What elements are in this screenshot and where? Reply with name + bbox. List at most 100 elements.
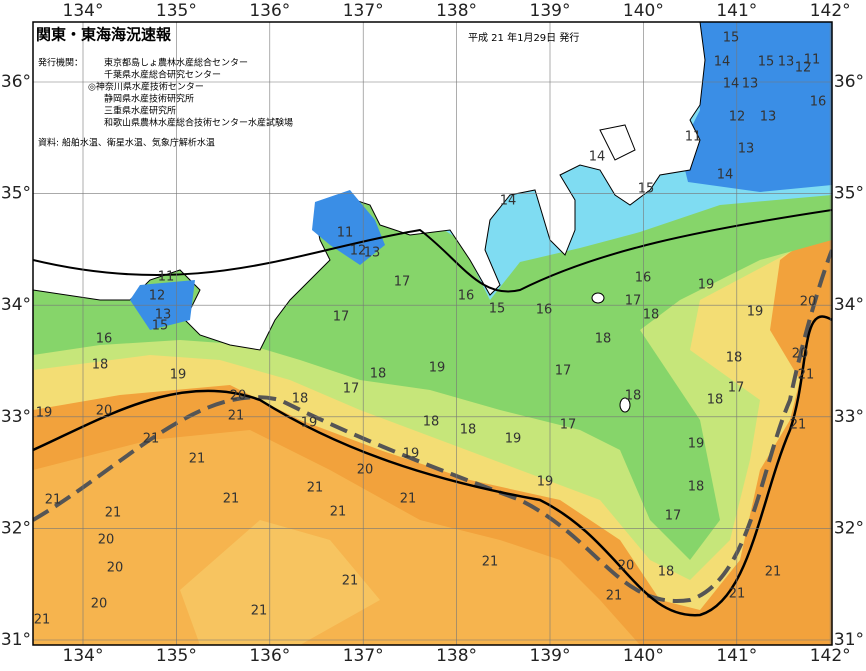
isotherm-label: 18 bbox=[707, 393, 724, 408]
isotherm-label: 19 bbox=[747, 305, 764, 320]
lon-label: 137° bbox=[343, 1, 384, 21]
isotherm-label: 21 bbox=[330, 505, 347, 520]
isotherm-label: 13 bbox=[742, 77, 759, 92]
isotherm-label: 12 bbox=[149, 289, 166, 304]
isotherm-label: 21 bbox=[482, 555, 499, 570]
isotherm-label: 21 bbox=[400, 492, 417, 507]
publisher: 静岡県水産技術研究所 bbox=[104, 93, 194, 105]
isotherm-label: 21 bbox=[765, 565, 782, 580]
isotherm-label: 21 bbox=[143, 432, 160, 447]
isotherm-label: 19 bbox=[537, 475, 554, 490]
lon-label: 139° bbox=[530, 646, 571, 666]
publisher: 和歌山県農林水産総合技術センター水産試験場 bbox=[104, 117, 293, 129]
isotherm-label: 18 bbox=[726, 351, 743, 366]
isotherm-label: 15 bbox=[638, 182, 655, 197]
lat-label: 32° bbox=[1, 518, 31, 538]
isotherm-label: 15 bbox=[152, 319, 169, 334]
isotherm-label: 15 bbox=[489, 302, 506, 317]
isotherm-label: 17 bbox=[560, 418, 577, 433]
island bbox=[591, 292, 605, 304]
isotherm-label: 21 bbox=[105, 506, 122, 521]
isotherm-label: 13 bbox=[760, 110, 777, 125]
isotherm-label: 20 bbox=[107, 561, 124, 576]
lon-label: 138° bbox=[436, 1, 477, 21]
isotherm bbox=[33, 315, 832, 617]
isotherm-label: 19 bbox=[698, 278, 715, 293]
lon-label: 134° bbox=[63, 1, 104, 21]
isotherm-label: 12 bbox=[729, 110, 746, 125]
isotherm-label: 20 bbox=[98, 533, 115, 548]
lat-label: 35° bbox=[834, 184, 864, 204]
isotherm-label: 11 bbox=[337, 226, 354, 241]
isotherm-label: 20 bbox=[230, 389, 247, 404]
isotherm-label: 18 bbox=[643, 308, 660, 323]
kuroshio-axis bbox=[33, 249, 832, 603]
isotherm-label: 14 bbox=[589, 150, 606, 165]
publisher: ◎神奈川県水産技術センター bbox=[88, 81, 204, 93]
isotherm-label: 16 bbox=[810, 95, 827, 110]
lon-label: 141° bbox=[716, 1, 757, 21]
isotherm-label: 19 bbox=[429, 361, 446, 376]
lon-label: 136° bbox=[249, 646, 290, 666]
isotherm-label: 21 bbox=[189, 452, 206, 467]
lat-label: 32° bbox=[834, 518, 864, 538]
isotherm-label: 13 bbox=[738, 142, 755, 157]
isotherm-label: 18 bbox=[92, 358, 109, 373]
graticule bbox=[33, 22, 832, 645]
isotherm-label: 14 bbox=[500, 194, 517, 209]
isotherm-label: 17 bbox=[333, 310, 350, 325]
isotherm-label: 12 bbox=[350, 244, 367, 259]
lon-label: 141° bbox=[716, 646, 757, 666]
isotherm-label: 18 bbox=[370, 367, 387, 382]
isotherm-label: 21 bbox=[223, 492, 240, 507]
isotherm-label: 11 bbox=[685, 130, 702, 145]
lon-label: 142° bbox=[810, 1, 851, 21]
publishers-label: 発行機関： bbox=[38, 57, 83, 69]
isotherm-label: 19 bbox=[688, 437, 705, 452]
publisher: 東京都島しょ農林水産総合センター bbox=[104, 57, 248, 69]
lon-label: 135° bbox=[156, 646, 197, 666]
water-zone bbox=[180, 520, 380, 645]
isotherm-label: 14 bbox=[723, 77, 740, 92]
isotherm-label: 14 bbox=[717, 168, 734, 183]
isotherm-label: 20 bbox=[800, 295, 817, 310]
isotherm-label: 16 bbox=[458, 289, 475, 304]
publisher: 千葉県水産総合研究センター bbox=[104, 69, 221, 81]
publisher: 三重県水産研究所 bbox=[104, 105, 176, 117]
isotherm-label: 16 bbox=[635, 271, 652, 286]
lat-label: 33° bbox=[1, 407, 31, 427]
lon-label: 134° bbox=[63, 646, 104, 666]
isotherm-label: 17 bbox=[394, 275, 411, 290]
lat-label: 33° bbox=[834, 407, 864, 427]
isotherm-label: 20 bbox=[792, 347, 809, 362]
isotherm-label: 17 bbox=[728, 381, 745, 396]
isotherm-label: 17 bbox=[665, 509, 682, 524]
lat-label: 31° bbox=[1, 630, 31, 650]
isotherm-label: 11 bbox=[158, 270, 175, 285]
isotherm-label: 21 bbox=[34, 613, 51, 628]
isotherm-label: 19 bbox=[403, 447, 420, 462]
isotherm-label: 21 bbox=[251, 604, 268, 619]
peninsula bbox=[599, 124, 636, 161]
isotherm-label: 21 bbox=[45, 493, 62, 508]
map-frame bbox=[32, 21, 833, 646]
isotherm-label: 16 bbox=[96, 332, 113, 347]
isotherm-label: 19 bbox=[36, 406, 53, 421]
isotherm-label: 20 bbox=[96, 404, 113, 419]
isotherm-label: 18 bbox=[460, 423, 477, 438]
isotherm-label: 15 bbox=[723, 31, 740, 46]
isotherm-label: 21 bbox=[790, 418, 807, 433]
data-source: 資料: 船舶水温、衛星水温、気象庁解析水温 bbox=[38, 137, 215, 149]
isotherm-label: 15 bbox=[758, 55, 775, 70]
isotherm-label: 13 bbox=[364, 246, 381, 261]
isotherm-label: 12 bbox=[795, 61, 812, 76]
lat-label: 35° bbox=[1, 184, 31, 204]
isotherm-label: 21 bbox=[307, 481, 324, 496]
isotherm-label: 20 bbox=[618, 559, 635, 574]
isotherm-label: 18 bbox=[595, 332, 612, 347]
isotherm-label: 19 bbox=[170, 368, 187, 383]
isotherm-label: 19 bbox=[301, 416, 318, 431]
lon-label: 140° bbox=[623, 1, 664, 21]
isotherm-label: 18 bbox=[625, 389, 642, 404]
